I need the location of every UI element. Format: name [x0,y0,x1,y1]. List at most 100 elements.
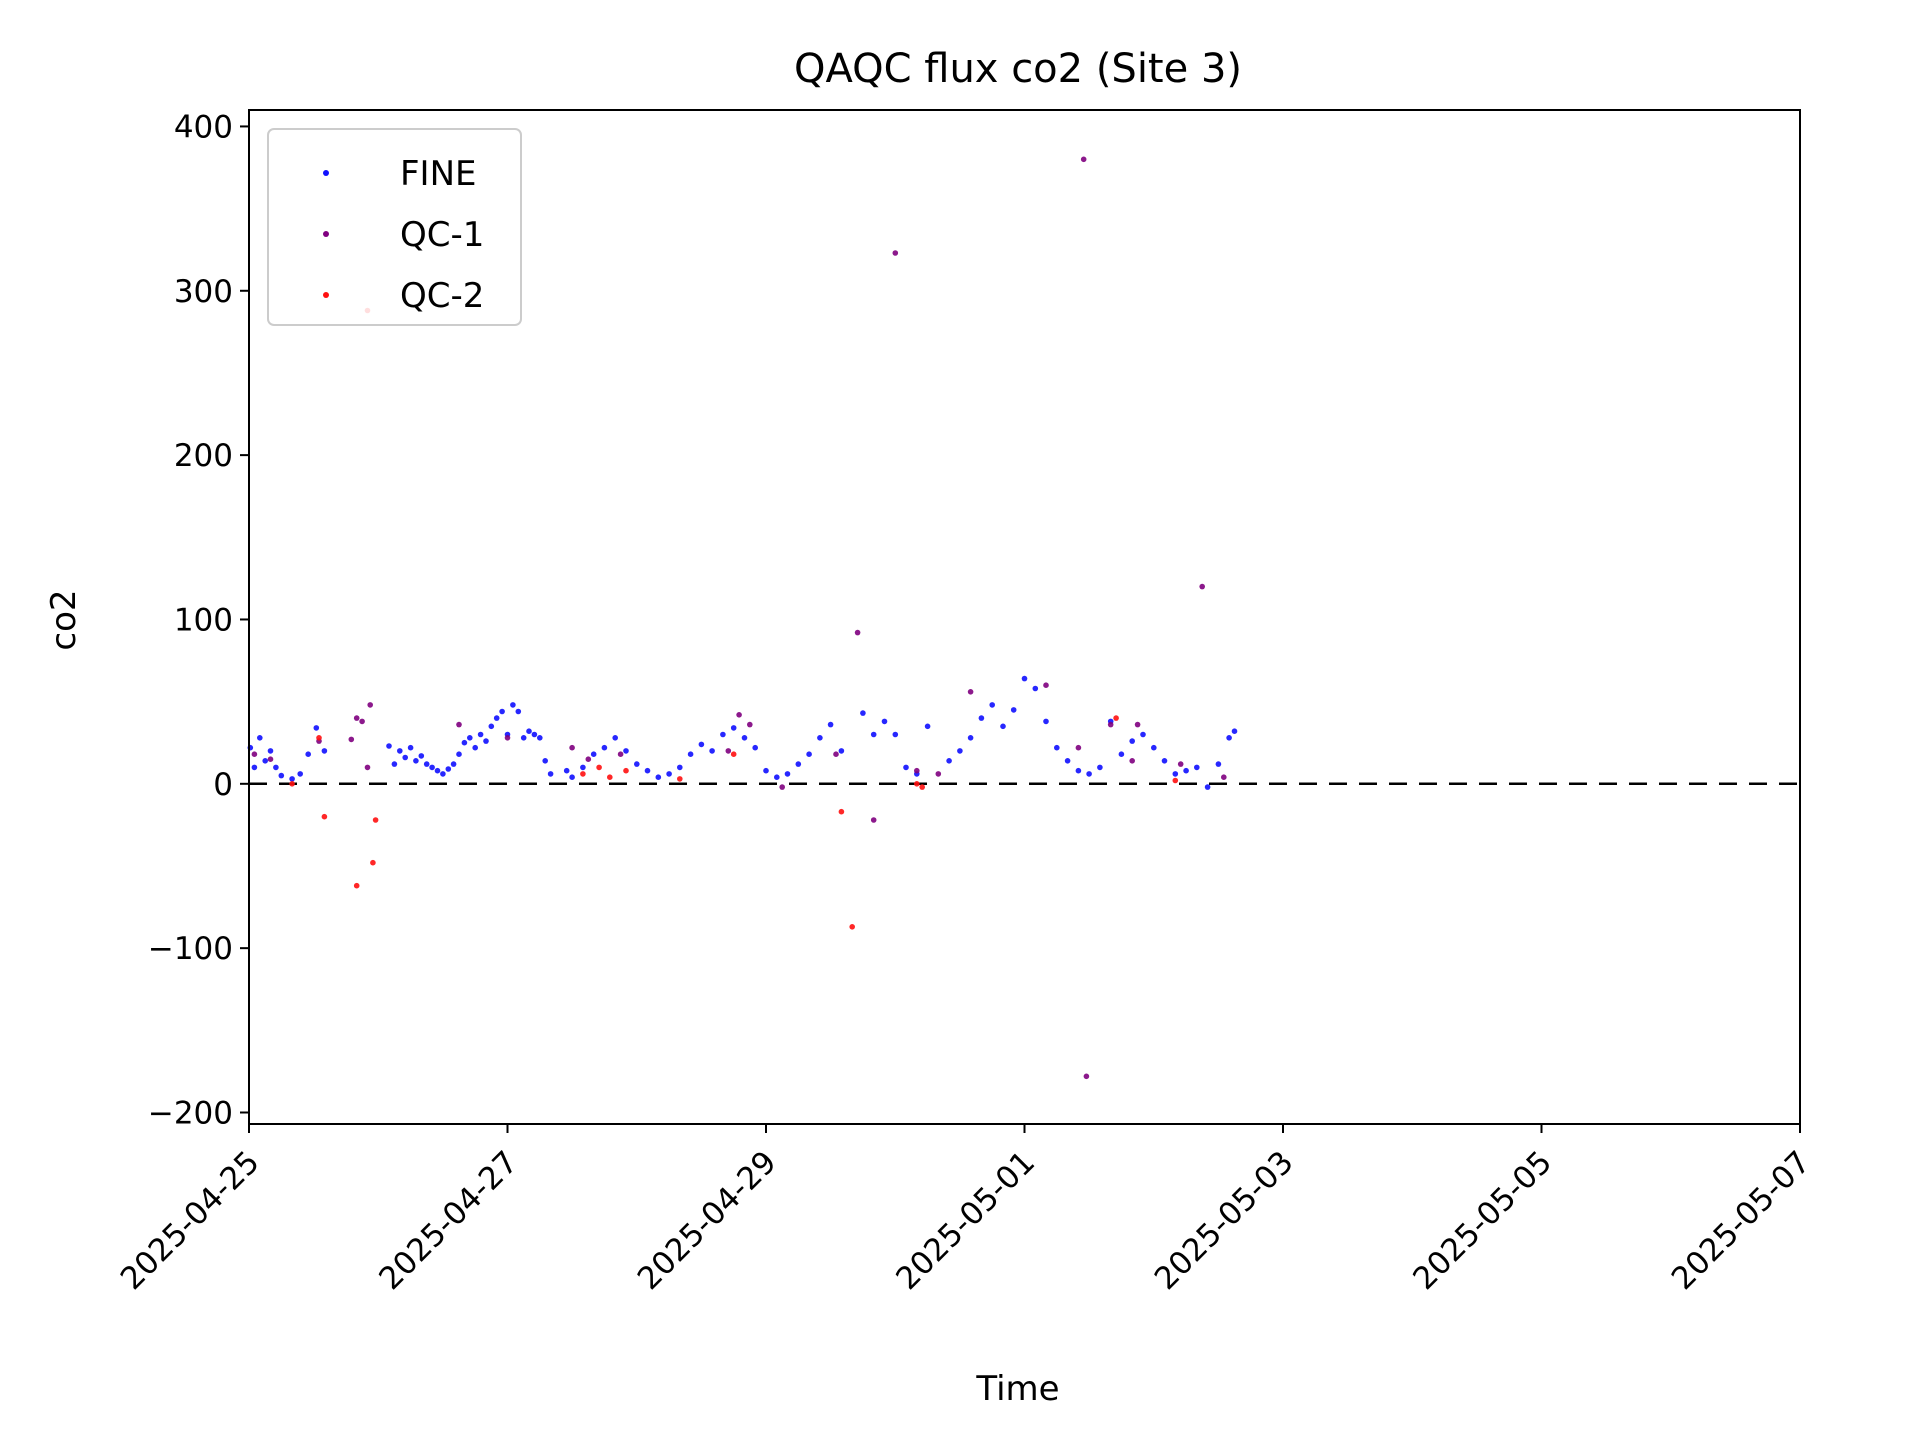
point-qc-2-1 [316,735,322,741]
point-fine-5 [273,764,279,771]
point-fine-12 [386,743,392,749]
point-fine-29 [477,731,484,738]
legend-marker-qc-1 [323,231,329,237]
point-fine-48 [612,735,618,741]
legend-label-fine: FINE [400,154,477,194]
series-fine [247,675,1238,790]
point-fine-64 [784,771,791,777]
legend-label-qc-1: QC-1 [400,215,484,255]
point-fine-77 [946,758,952,764]
point-qc-1-14 [736,712,742,718]
y-tick-label: 400 [174,109,233,145]
legend-box [267,128,522,326]
point-qc-1-26 [1080,156,1087,163]
y-axis-label: co2 [44,589,84,650]
point-qc-1-23 [967,689,974,695]
point-fine-13 [391,761,398,767]
point-qc-1-17 [833,751,839,757]
point-fine-55 [687,751,694,757]
point-fine-23 [445,766,452,772]
chart-title: QAQC flux co2 (Site 3) [794,46,1242,92]
point-fine-67 [817,735,823,741]
point-qc-1-32 [1199,583,1205,590]
point-qc-1-31 [1177,761,1184,767]
point-fine-10 [313,725,320,731]
point-qc-1-19 [870,817,877,823]
point-fine-102 [1215,761,1222,767]
point-fine-44 [569,774,575,780]
point-fine-50 [634,761,640,767]
point-fine-43 [563,767,570,774]
point-fine-49 [623,748,629,754]
point-fine-83 [1010,707,1017,713]
point-fine-60 [741,735,748,741]
point-qc-1-11 [585,756,592,762]
point-fine-103 [1226,735,1232,741]
y-tick-label: −200 [148,1095,233,1131]
legend-marker-fine [323,170,329,176]
point-qc-1-28 [1107,721,1114,728]
y-tick-label: 0 [213,767,233,803]
point-fine-20 [429,764,435,771]
point-qc-1-21 [914,767,920,774]
point-fine-94 [1129,738,1135,744]
point-fine-89 [1075,767,1082,774]
point-fine-84 [1021,675,1028,682]
point-qc-1-12 [617,751,624,757]
point-qc-1-18 [854,629,861,636]
point-fine-93 [1118,751,1125,757]
point-qc-1-24 [1043,682,1049,688]
point-fine-86 [1043,718,1049,725]
point-fine-87 [1054,744,1060,751]
point-qc-1-6 [364,764,371,771]
y-tick-label: 200 [174,438,233,474]
point-fine-82 [1000,723,1006,730]
point-fine-7 [289,776,295,782]
y-tick-label: 100 [174,602,233,638]
point-qc-2-2 [321,813,328,820]
point-fine-2 [257,735,263,741]
point-fine-97 [1161,758,1168,764]
point-qc-1-13 [725,748,732,754]
y-tick-label: 300 [174,274,233,310]
point-qc-1-0 [251,751,258,757]
point-fine-14 [397,748,403,754]
point-qc-1-33 [1221,774,1227,780]
point-fine-11 [321,748,328,754]
point-qc-2-8 [596,764,602,771]
point-fine-22 [440,771,446,777]
point-fine-99 [1183,767,1189,774]
point-fine-70 [860,710,866,716]
point-fine-37 [520,735,527,741]
point-qc-2-14 [849,924,855,930]
point-qc-1-1 [267,756,274,762]
point-fine-53 [666,771,672,777]
point-qc-1-10 [569,744,575,751]
point-fine-26 [461,739,468,746]
point-fine-42 [547,771,554,777]
point-fine-21 [434,767,441,774]
point-fine-91 [1097,764,1103,771]
legend-label-qc-2: QC-2 [400,276,484,316]
point-fine-39 [531,731,538,738]
point-fine-47 [601,744,608,751]
point-fine-52 [655,774,662,780]
point-fine-30 [483,738,489,744]
y-tick-label: −100 [148,931,233,967]
plot-area-frame [248,109,1801,1125]
point-fine-104 [1231,728,1238,734]
legend: FINE QC-1 QC-2 [267,128,522,326]
point-fine-101 [1204,784,1211,790]
point-fine-51 [644,767,651,774]
point-qc-1-25 [1075,744,1082,751]
point-fine-61 [752,744,758,751]
point-qc-1-30 [1134,721,1141,728]
point-qc-2-10 [623,767,629,774]
point-fine-16 [407,744,414,751]
point-fine-58 [720,731,726,738]
point-fine-80 [978,715,985,721]
point-qc-1-16 [779,784,785,790]
point-fine-65 [795,761,802,767]
point-fine-38 [526,728,532,734]
point-fine-36 [515,708,522,715]
